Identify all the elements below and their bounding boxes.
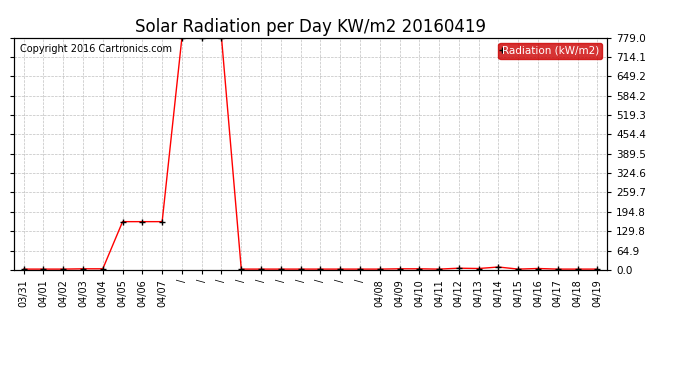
Radiation (kW/m2)	[475, 266, 483, 271]
Radiation (kW/m2)	[158, 219, 166, 224]
Text: Copyright 2016 Cartronics.com: Copyright 2016 Cartronics.com	[20, 45, 172, 54]
Title: Solar Radiation per Day KW/m2 20160419: Solar Radiation per Day KW/m2 20160419	[135, 18, 486, 36]
Radiation (kW/m2)	[395, 267, 404, 271]
Radiation (kW/m2)	[257, 267, 265, 272]
Radiation (kW/m2)	[375, 267, 384, 272]
Radiation (kW/m2)	[277, 267, 285, 272]
Radiation (kW/m2)	[553, 267, 562, 272]
Radiation (kW/m2)	[79, 267, 87, 271]
Radiation (kW/m2)	[217, 35, 226, 40]
Legend: Radiation (kW/m2): Radiation (kW/m2)	[498, 43, 602, 59]
Radiation (kW/m2)	[119, 219, 127, 224]
Radiation (kW/m2)	[435, 267, 443, 272]
Radiation (kW/m2)	[573, 267, 582, 272]
Line: Radiation (kW/m2): Radiation (kW/m2)	[21, 35, 600, 272]
Radiation (kW/m2)	[494, 265, 502, 269]
Radiation (kW/m2)	[59, 267, 68, 272]
Radiation (kW/m2)	[455, 266, 463, 270]
Radiation (kW/m2)	[197, 35, 206, 40]
Radiation (kW/m2)	[19, 267, 28, 272]
Radiation (kW/m2)	[356, 267, 364, 272]
Radiation (kW/m2)	[39, 267, 48, 272]
Radiation (kW/m2)	[138, 219, 146, 224]
Radiation (kW/m2)	[534, 266, 542, 271]
Radiation (kW/m2)	[178, 35, 186, 40]
Radiation (kW/m2)	[99, 267, 107, 271]
Radiation (kW/m2)	[593, 267, 602, 272]
Radiation (kW/m2)	[514, 267, 522, 272]
Radiation (kW/m2)	[316, 267, 324, 272]
Radiation (kW/m2)	[297, 267, 305, 272]
Radiation (kW/m2)	[237, 267, 246, 272]
Radiation (kW/m2)	[415, 267, 424, 271]
Radiation (kW/m2)	[336, 267, 344, 272]
